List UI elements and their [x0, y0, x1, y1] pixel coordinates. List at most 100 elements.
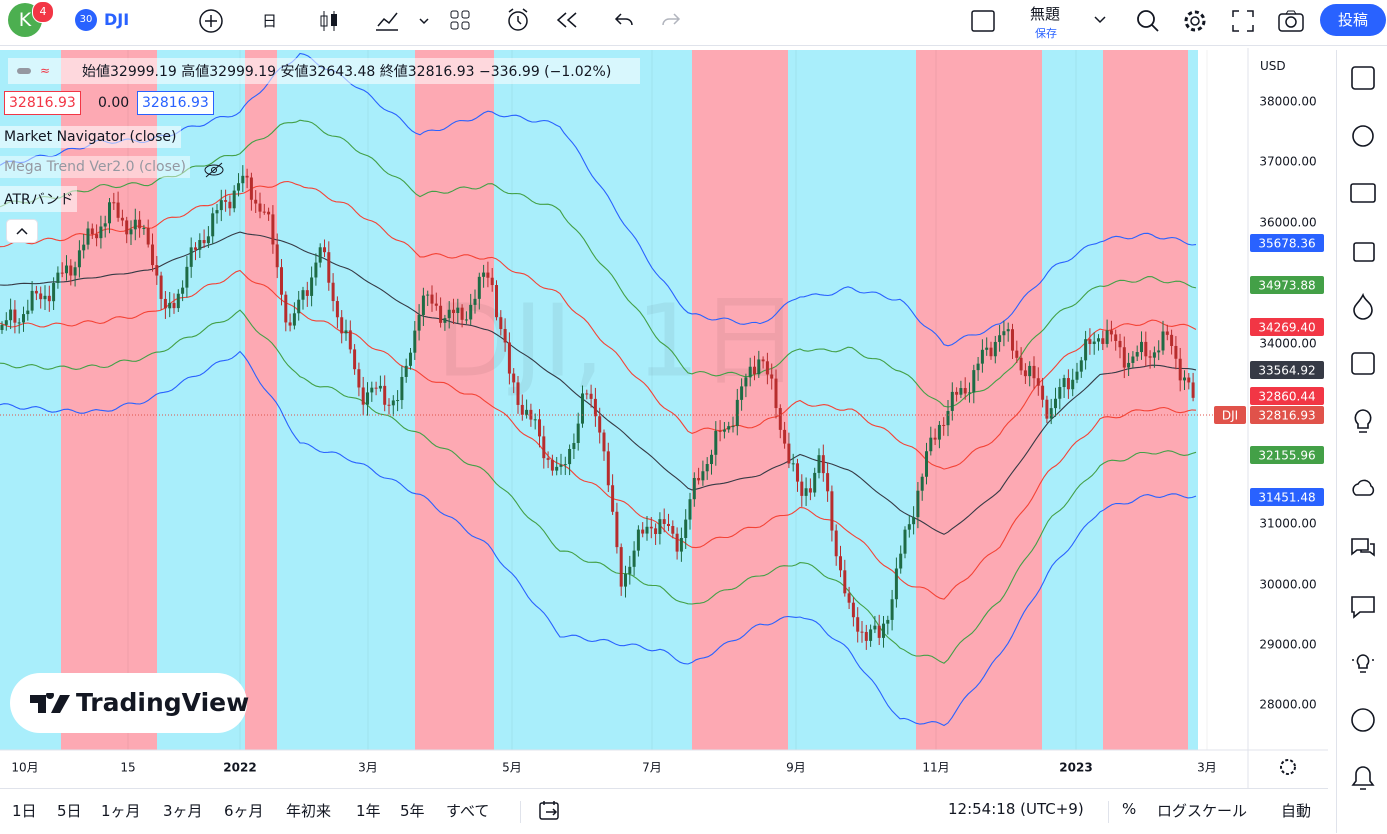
candle-body	[267, 211, 271, 215]
sidebar-icon[interactable]	[1348, 763, 1378, 793]
candle-body	[744, 377, 748, 387]
candle-body	[1054, 398, 1057, 409]
sidebar-icon[interactable]	[1348, 63, 1378, 93]
icon-shape	[1352, 125, 1374, 147]
symbol-tag-label: DJI	[1222, 409, 1238, 423]
price-tick-label: 38000.00	[1259, 95, 1316, 109]
range-button[interactable]: 1ヶ月	[101, 802, 141, 820]
icon-shape	[1351, 352, 1375, 375]
range-button[interactable]: すべて	[446, 802, 490, 820]
axis-settings[interactable]	[1280, 759, 1296, 775]
sidebar-icon[interactable]	[1348, 592, 1378, 622]
goto-date-icon[interactable]	[538, 799, 562, 821]
candle-body	[495, 285, 498, 318]
sidebar-icon[interactable]	[1348, 648, 1378, 678]
select-icon[interactable]	[970, 9, 996, 33]
indicator-icon[interactable]	[374, 8, 434, 34]
sidebar-icon[interactable]	[1348, 406, 1378, 436]
indicator-label[interactable]: Market Navigator (close)	[0, 126, 181, 148]
candle-body	[679, 537, 683, 552]
sidebar-icon[interactable]	[1348, 348, 1378, 378]
candle-body	[1178, 358, 1182, 381]
range-button[interactable]: 1年	[356, 802, 381, 820]
trend-bg	[415, 50, 494, 750]
range-button[interactable]: 5年	[400, 802, 425, 820]
collapse-button[interactable]	[6, 219, 38, 243]
candle-body	[886, 619, 890, 624]
sidebar-icon[interactable]	[1348, 120, 1378, 150]
chevron[interactable]	[1092, 12, 1108, 28]
interval[interactable]: 日	[262, 12, 278, 30]
candle-body	[568, 448, 572, 465]
fullscreen-icon[interactable]	[1231, 9, 1255, 33]
candle-body	[615, 511, 619, 548]
candle-body	[155, 265, 159, 276]
layout-icon[interactable]	[449, 9, 471, 31]
candle-body	[499, 317, 503, 330]
save-link[interactable]: 保存	[1035, 27, 1057, 40]
undo-icon[interactable]	[613, 10, 635, 30]
candle-body	[989, 347, 993, 357]
candle-body	[851, 602, 855, 618]
sidebar-icon[interactable]	[1348, 292, 1378, 322]
sidebar-icon[interactable]	[1348, 475, 1378, 505]
candle-body	[447, 309, 451, 319]
band-line	[0, 119, 1197, 408]
candle-body	[925, 451, 928, 477]
candle-body	[701, 471, 705, 481]
indicator-label[interactable]: ATRバンド	[0, 186, 78, 212]
candle-body	[1011, 329, 1014, 351]
price-tick-label: 37000.00	[1259, 155, 1316, 169]
percent-toggle[interactable]: %	[1122, 800, 1137, 818]
screenshot-icon[interactable]	[1277, 9, 1305, 33]
log-toggle[interactable]: ログスケール	[1157, 802, 1248, 820]
settings-icon[interactable]	[1182, 8, 1208, 34]
candle-body	[933, 437, 937, 440]
range-button[interactable]: 5日	[57, 802, 82, 820]
candle-icon[interactable]	[318, 8, 340, 34]
replay-icon[interactable]	[555, 10, 579, 30]
range-button[interactable]: 年初来	[286, 802, 332, 820]
candle-body	[391, 400, 395, 406]
logo-box[interactable]: TradingView	[10, 673, 249, 733]
candle-body	[667, 523, 670, 527]
sidebar-icon[interactable]	[1348, 178, 1378, 208]
candle-body	[1187, 377, 1191, 383]
candle-body	[787, 443, 791, 464]
range-button[interactable]: 6ヶ月	[224, 802, 264, 820]
clock[interactable]: 12:54:18 (UTC+9)	[948, 800, 1084, 818]
trend-bg	[1103, 50, 1188, 750]
candle-body	[56, 272, 60, 284]
sidebar-icon[interactable]	[1348, 533, 1378, 563]
search-icon[interactable]	[1135, 8, 1161, 34]
auto-toggle[interactable]: 自動	[1281, 802, 1312, 820]
layout-name[interactable]: 無題	[1030, 5, 1061, 23]
legend-toggle[interactable]: ≈	[16, 64, 64, 78]
range-button[interactable]: 1日	[12, 802, 37, 820]
symbol[interactable]: DJI	[104, 10, 130, 29]
price-badge-label: 32816.93	[1258, 409, 1315, 423]
candle-body	[69, 265, 73, 276]
candle-body	[60, 272, 64, 274]
candle-body	[993, 341, 997, 357]
sidebar-icon[interactable]	[1348, 705, 1378, 735]
time-tick-label: 7月	[642, 761, 662, 775]
candle-body	[1028, 365, 1032, 377]
candle-body	[735, 399, 739, 427]
candle-body	[808, 488, 812, 493]
publish-button[interactable]: 投稿	[1320, 4, 1386, 36]
alert-icon[interactable]	[505, 7, 533, 35]
candle-body	[800, 481, 804, 496]
candle-body	[1101, 338, 1105, 344]
sidebar-icon[interactable]	[1348, 235, 1378, 265]
ask-value: 32816.93	[137, 91, 214, 115]
hidden-icon[interactable]	[202, 160, 226, 180]
indicator-label[interactable]: Mega Trend Ver2.0 (close)	[0, 156, 190, 178]
range-button[interactable]: 3ヶ月	[163, 802, 203, 820]
candle-body	[1088, 339, 1092, 345]
candle-body	[791, 463, 795, 465]
candle-body	[963, 388, 967, 394]
add-icon[interactable]	[198, 8, 224, 34]
candle-body	[482, 272, 486, 277]
currency[interactable]: USD	[1260, 59, 1286, 73]
